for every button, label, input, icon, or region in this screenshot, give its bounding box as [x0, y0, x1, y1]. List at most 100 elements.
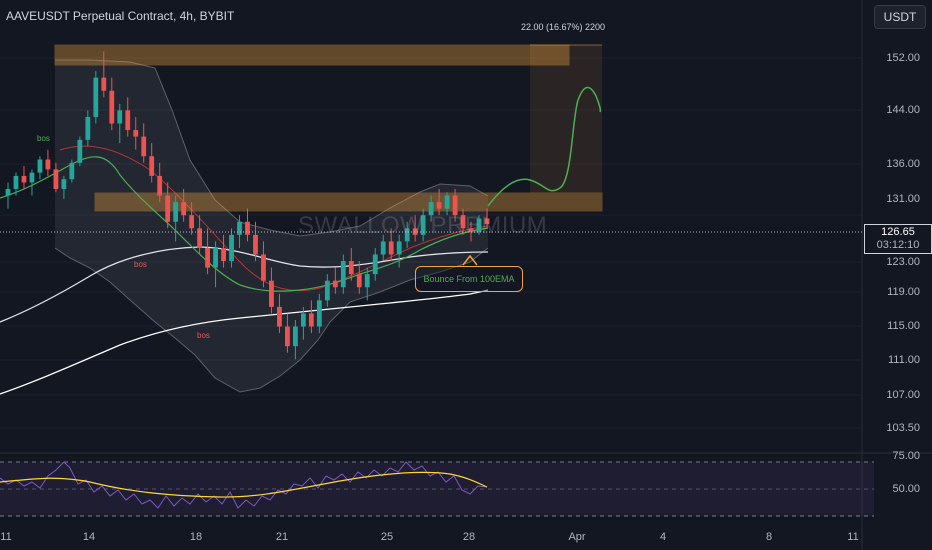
y-tick: 123.00 — [886, 256, 920, 268]
chart-title: AAVEUSDT Perpetual Contract, 4h, BYBIT — [6, 9, 235, 23]
candle-body — [444, 195, 450, 209]
bollinger-band — [54, 59, 489, 393]
candle-body — [109, 90, 115, 124]
candle-body — [61, 179, 67, 189]
rsi-panel — [0, 461, 874, 517]
candle-body — [85, 116, 91, 140]
measure-label: 22.00 (16.67%) 2200 — [521, 22, 606, 32]
candle-body — [173, 202, 179, 222]
current-price-tag: 126.65 03:12:10 — [864, 224, 932, 254]
candle-body — [181, 202, 187, 216]
candle-body — [308, 313, 314, 327]
candle-body — [324, 280, 330, 301]
current-price: 126.65 — [881, 226, 915, 238]
candle-body — [133, 130, 139, 137]
candle-body — [157, 175, 163, 196]
candle-body — [141, 136, 147, 157]
candle-body — [293, 326, 298, 347]
rsi-ma-line — [0, 471, 488, 498]
candle-body — [13, 175, 19, 189]
candle-body — [316, 300, 322, 327]
candle-body — [21, 175, 27, 183]
candle-body — [364, 274, 370, 288]
candle-body — [428, 202, 434, 216]
ema-200-line — [0, 246, 489, 323]
candle-body — [380, 241, 386, 255]
candle-body — [300, 313, 306, 327]
x-tick: 28 — [462, 531, 476, 543]
candle-body — [245, 221, 250, 235]
y-tick: 136.00 — [886, 158, 920, 170]
x-tick: 8 — [765, 531, 773, 543]
y-tick: 131.00 — [886, 193, 920, 205]
upper-resistance-zone — [54, 44, 570, 66]
bar-countdown: 03:12:10 — [876, 239, 920, 251]
candle-body — [356, 274, 362, 288]
y-tick: 107.00 — [886, 389, 920, 401]
y-tick: 119.00 — [887, 286, 920, 298]
candle-body — [213, 247, 218, 268]
bos-label: bos — [37, 134, 50, 143]
candle-body — [221, 247, 226, 262]
candle-body — [269, 280, 274, 307]
x-tick: 21 — [275, 531, 289, 543]
candle-body — [476, 218, 482, 232]
candle-body — [468, 228, 474, 232]
candle-body — [101, 77, 107, 91]
candle-body — [205, 247, 210, 268]
candle-body — [53, 169, 59, 189]
rsi-tick: 75.00 — [892, 450, 920, 462]
y-tick: 115.00 — [887, 320, 920, 332]
candle-body — [484, 218, 490, 225]
ema-100-line — [0, 289, 489, 395]
x-tick: 11 — [847, 531, 859, 543]
candle-body — [277, 306, 282, 327]
candle-body — [332, 280, 338, 288]
candle-body — [37, 159, 43, 173]
candle-body — [117, 110, 123, 124]
candle-body — [460, 215, 466, 229]
candle-body — [69, 162, 75, 180]
candle-body — [253, 234, 258, 255]
rsi-line — [0, 461, 488, 509]
projection-path — [487, 86, 602, 207]
bos-label: bos — [134, 260, 147, 269]
x-tick: 4 — [659, 531, 667, 543]
candle-body — [93, 77, 99, 117]
ema-green-line — [0, 156, 489, 292]
projection-box — [530, 45, 602, 193]
candle-body — [348, 261, 354, 275]
candle-body — [396, 241, 402, 255]
watermark: SWALLOW PREMIUM — [298, 212, 548, 239]
candle-body — [372, 254, 378, 275]
candle-body — [404, 228, 410, 242]
candle-body — [412, 228, 418, 235]
bounce-arrow — [462, 254, 478, 266]
candle-body — [125, 110, 131, 131]
y-tick: 152.00 — [886, 52, 920, 64]
x-tick: 18 — [189, 531, 203, 543]
candle-body — [45, 159, 51, 170]
moving-averages — [0, 156, 489, 395]
y-tick: 111.00 — [887, 354, 920, 366]
x-tick: 11 — [0, 531, 12, 543]
bos-label: bos — [197, 331, 210, 340]
mid-resistance-zone — [94, 192, 603, 212]
candle-body — [285, 326, 290, 347]
y-tick: 103.50 — [886, 422, 920, 434]
rsi-tick: 50.00 — [892, 483, 920, 495]
candles — [5, 51, 490, 360]
candle-body — [189, 215, 195, 229]
candle-body — [388, 241, 394, 255]
candle-body — [436, 202, 442, 209]
currency-button[interactable]: USDT — [874, 5, 926, 29]
candle-body — [237, 221, 242, 235]
candle-body — [197, 228, 202, 248]
bounce-annotation: Bounce From 100EMA — [415, 266, 523, 292]
candle-body — [149, 156, 155, 176]
candle-body — [77, 139, 83, 163]
candle-body — [165, 195, 171, 222]
zones — [54, 44, 603, 212]
